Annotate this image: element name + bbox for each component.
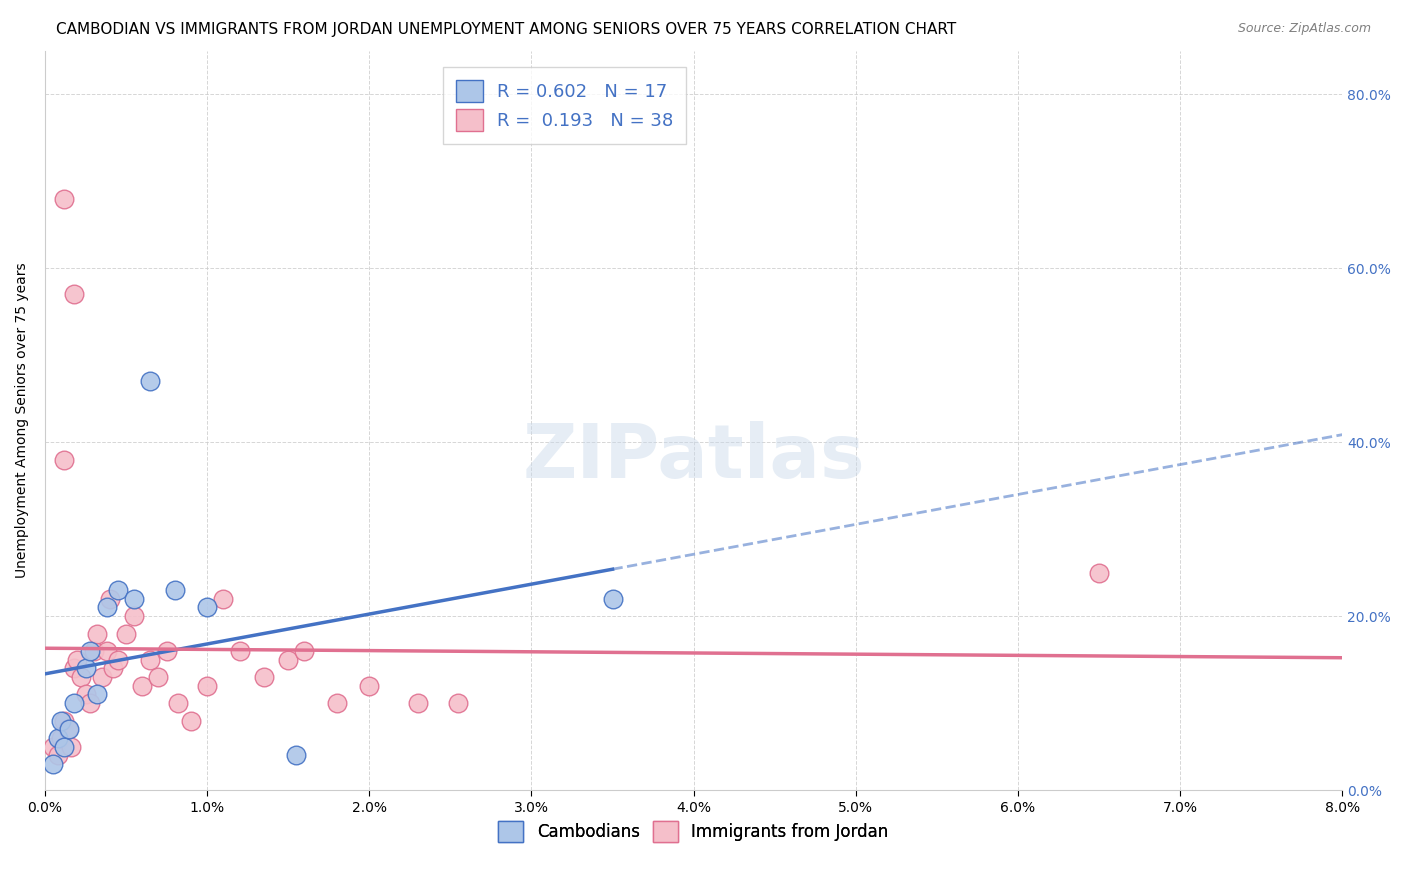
Point (131, 679, 153, 693)
Point (148, 670, 170, 684)
Legend: Cambodians, Immigrants from Jordan: Cambodians, Immigrants from Jordan (492, 814, 896, 848)
Point (63, 287, 86, 301)
Point (86, 688, 108, 702)
Point (58, 723, 80, 737)
Point (66, 653, 89, 667)
Point (406, 696, 429, 710)
Point (195, 600, 218, 615)
Point (107, 582, 129, 597)
Point (96, 600, 118, 615)
Point (96, 644, 118, 658)
Point (167, 696, 190, 710)
Point (46, 731, 69, 745)
Text: CAMBODIAN VS IMMIGRANTS FROM JORDAN UNEMPLOYMENT AMONG SENIORS OVER 75 YEARS COR: CAMBODIAN VS IMMIGRANTS FROM JORDAN UNEM… (56, 22, 956, 37)
Point (139, 374, 162, 388)
Point (115, 626, 138, 640)
Point (75, 688, 97, 702)
Point (53, 739, 76, 754)
Point (1088, 566, 1111, 580)
Point (212, 591, 235, 606)
Point (253, 670, 276, 684)
Point (46, 748, 69, 763)
Point (53, 714, 76, 728)
Point (285, 748, 308, 763)
Point (69, 670, 91, 684)
Point (122, 609, 145, 624)
Point (63, 661, 86, 675)
Text: Source: ZipAtlas.com: Source: ZipAtlas.com (1237, 22, 1371, 36)
Point (63, 696, 86, 710)
Point (139, 653, 162, 667)
Point (83, 644, 105, 658)
Point (294, 644, 316, 658)
Point (53, 192, 76, 206)
Point (122, 591, 145, 606)
Point (107, 653, 129, 667)
Point (163, 582, 186, 597)
Text: ZIPatlas: ZIPatlas (522, 421, 865, 494)
Point (602, 591, 624, 606)
Point (195, 679, 218, 693)
Point (56, 723, 79, 737)
Point (42, 757, 65, 772)
Point (277, 653, 299, 667)
Point (79, 696, 101, 710)
Point (101, 661, 124, 675)
Point (447, 696, 470, 710)
Point (79, 644, 101, 658)
Point (51, 731, 73, 745)
Point (53, 452, 76, 467)
Point (326, 696, 349, 710)
Point (90, 670, 112, 684)
Point (51, 714, 73, 728)
Point (180, 714, 202, 728)
Point (59, 739, 82, 754)
Y-axis label: Unemployment Among Seniors over 75 years: Unemployment Among Seniors over 75 years (15, 262, 30, 578)
Point (86, 626, 108, 640)
Point (75, 661, 97, 675)
Point (155, 644, 177, 658)
Point (98, 591, 121, 606)
Point (42, 739, 65, 754)
Point (228, 644, 250, 658)
Point (359, 679, 381, 693)
